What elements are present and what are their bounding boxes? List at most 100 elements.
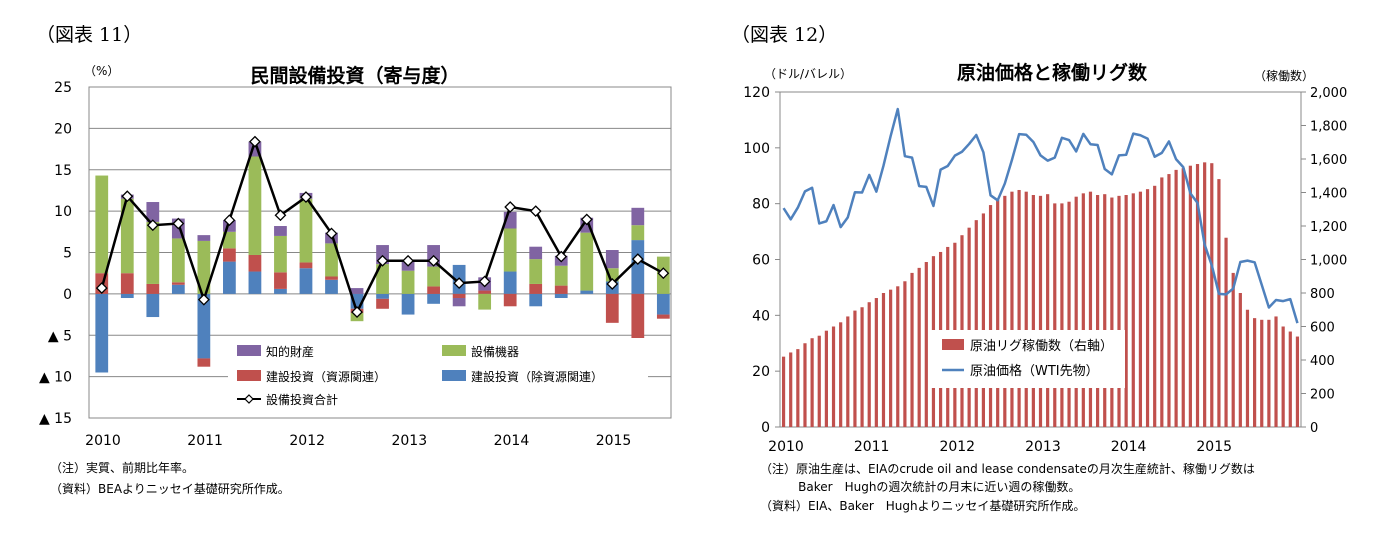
right-y-tick-label: 1,800: [1310, 120, 1347, 135]
wti-price-line: [782, 107, 1299, 324]
rig-count-bar: [1088, 191, 1093, 427]
y-tick-label: ▲ 10: [39, 370, 72, 386]
y-tick-label: 0: [63, 287, 72, 303]
rig-count-bar: [1203, 162, 1207, 427]
bar-segment: [605, 250, 619, 269]
bar-segment: [503, 228, 517, 272]
legend-marker-sample: [244, 394, 254, 404]
bar-segment: [605, 293, 619, 323]
left-y-tick-label: 120: [743, 85, 770, 101]
rig-count-bar: [981, 213, 986, 427]
bar-segment: [631, 293, 645, 340]
rig-count-bar: [1067, 201, 1071, 427]
rig-count-bar: [796, 349, 800, 427]
bar-segment: [197, 240, 211, 294]
total-marker: [121, 190, 134, 203]
rig-count-bar: [996, 200, 1000, 427]
total-marker: [529, 205, 542, 218]
rig-count-bar: [1195, 164, 1200, 427]
rig-count-bar: [1274, 316, 1278, 427]
bar-segment: [120, 198, 134, 274]
right-y-tick-label: 400: [1310, 354, 1335, 369]
left-y-tick-label: 80: [752, 197, 770, 213]
rig-count-bar: [1074, 196, 1078, 427]
bar-segment: [146, 221, 160, 284]
bar-segment: [325, 279, 338, 294]
y-tick-label: ▲ 5: [48, 328, 72, 344]
legend-swatch: [237, 370, 261, 381]
rig-count-bar: [1046, 194, 1050, 427]
bar-segment: [223, 231, 236, 249]
left-y-tick-label: 60: [752, 253, 770, 269]
x-tick-label: 2013: [391, 433, 427, 449]
rig-count-bar: [874, 298, 878, 427]
total-marker: [274, 209, 287, 222]
total-marker: [402, 254, 414, 267]
total-marker: [504, 201, 517, 213]
total-marker: [172, 217, 185, 230]
rig-count-bar: [1174, 169, 1178, 427]
bar-segment: [325, 243, 338, 277]
rig-count-bar: [896, 286, 900, 427]
x-tick-label: 2014: [494, 433, 530, 449]
rig-count-bar: [889, 289, 893, 427]
right-y-tick-label: 2,000: [1310, 86, 1347, 101]
total-marker: [631, 253, 644, 266]
bar-segment: [529, 293, 543, 307]
rig-count-bar: [781, 356, 786, 427]
x-tick-label: 2011: [854, 439, 890, 455]
rig-count-bar: [924, 262, 928, 427]
right-note-2: Baker Hughの週次統計の月末に近い週の稼働数。: [760, 480, 1081, 494]
bar-segment: [631, 225, 645, 241]
left-y-tick-label: 20: [752, 364, 770, 380]
right-y-tick-label: 200: [1310, 388, 1335, 403]
rig-count-bar: [824, 330, 828, 427]
figure-12-label: （図表 12）: [731, 24, 838, 46]
legend-label: 建設投資（除資源関連）: [471, 369, 603, 384]
rig-count-bar: [1003, 195, 1007, 427]
x-tick-label: 2012: [939, 439, 975, 455]
rig-count-bar: [1081, 193, 1085, 427]
bar-segment: [146, 293, 160, 318]
bar-segment: [146, 283, 160, 294]
bar-segment: [197, 358, 211, 367]
bar-segment: [95, 293, 109, 373]
left-note-2: （資料）BEAよりニッセイ基礎研究所作成。: [50, 482, 290, 496]
bar-segment: [299, 262, 313, 269]
total-marker: [453, 277, 466, 290]
rig-count-bar: [1145, 189, 1150, 427]
bar-segment: [656, 293, 670, 315]
bar-segment: [274, 235, 287, 273]
bar-segment: [529, 283, 543, 294]
x-tick-label: 2010: [768, 439, 804, 455]
bar-segment: [120, 273, 134, 294]
total-marker: [325, 227, 338, 240]
bar-segment: [554, 265, 568, 286]
y-tick-label: 20: [54, 121, 72, 137]
rig-count-bar: [1238, 293, 1242, 427]
rig-count-bar: [1224, 237, 1228, 427]
y-tick-label: 25: [54, 80, 72, 96]
y-tick-label: 5: [63, 246, 72, 262]
legend-swatch: [442, 370, 466, 381]
bar-segment: [580, 232, 594, 291]
bar-segment: [503, 293, 517, 307]
rig-count-bar: [810, 338, 814, 427]
rig-count-bar: [1103, 194, 1107, 427]
legend-label: 設備機器: [471, 344, 519, 359]
legend-swatch: [942, 339, 964, 350]
left-y-tick-label: 0: [761, 420, 770, 436]
bar-segment: [274, 226, 287, 236]
rig-count-bar: [860, 307, 864, 427]
rig-count-bar: [1295, 336, 1300, 427]
rig-count-bar: [1095, 195, 1100, 427]
rig-count-bar: [1245, 309, 1250, 427]
rig-count-bar: [1253, 318, 1257, 427]
legend-label: 知的財産: [266, 344, 314, 359]
bar-segment: [171, 282, 185, 285]
rig-count-bar: [1160, 177, 1164, 427]
rig-count-bar: [789, 352, 793, 427]
x-tick-label: 2011: [187, 433, 223, 449]
bar-segment: [656, 314, 670, 319]
rig-count-bar: [1138, 191, 1143, 427]
